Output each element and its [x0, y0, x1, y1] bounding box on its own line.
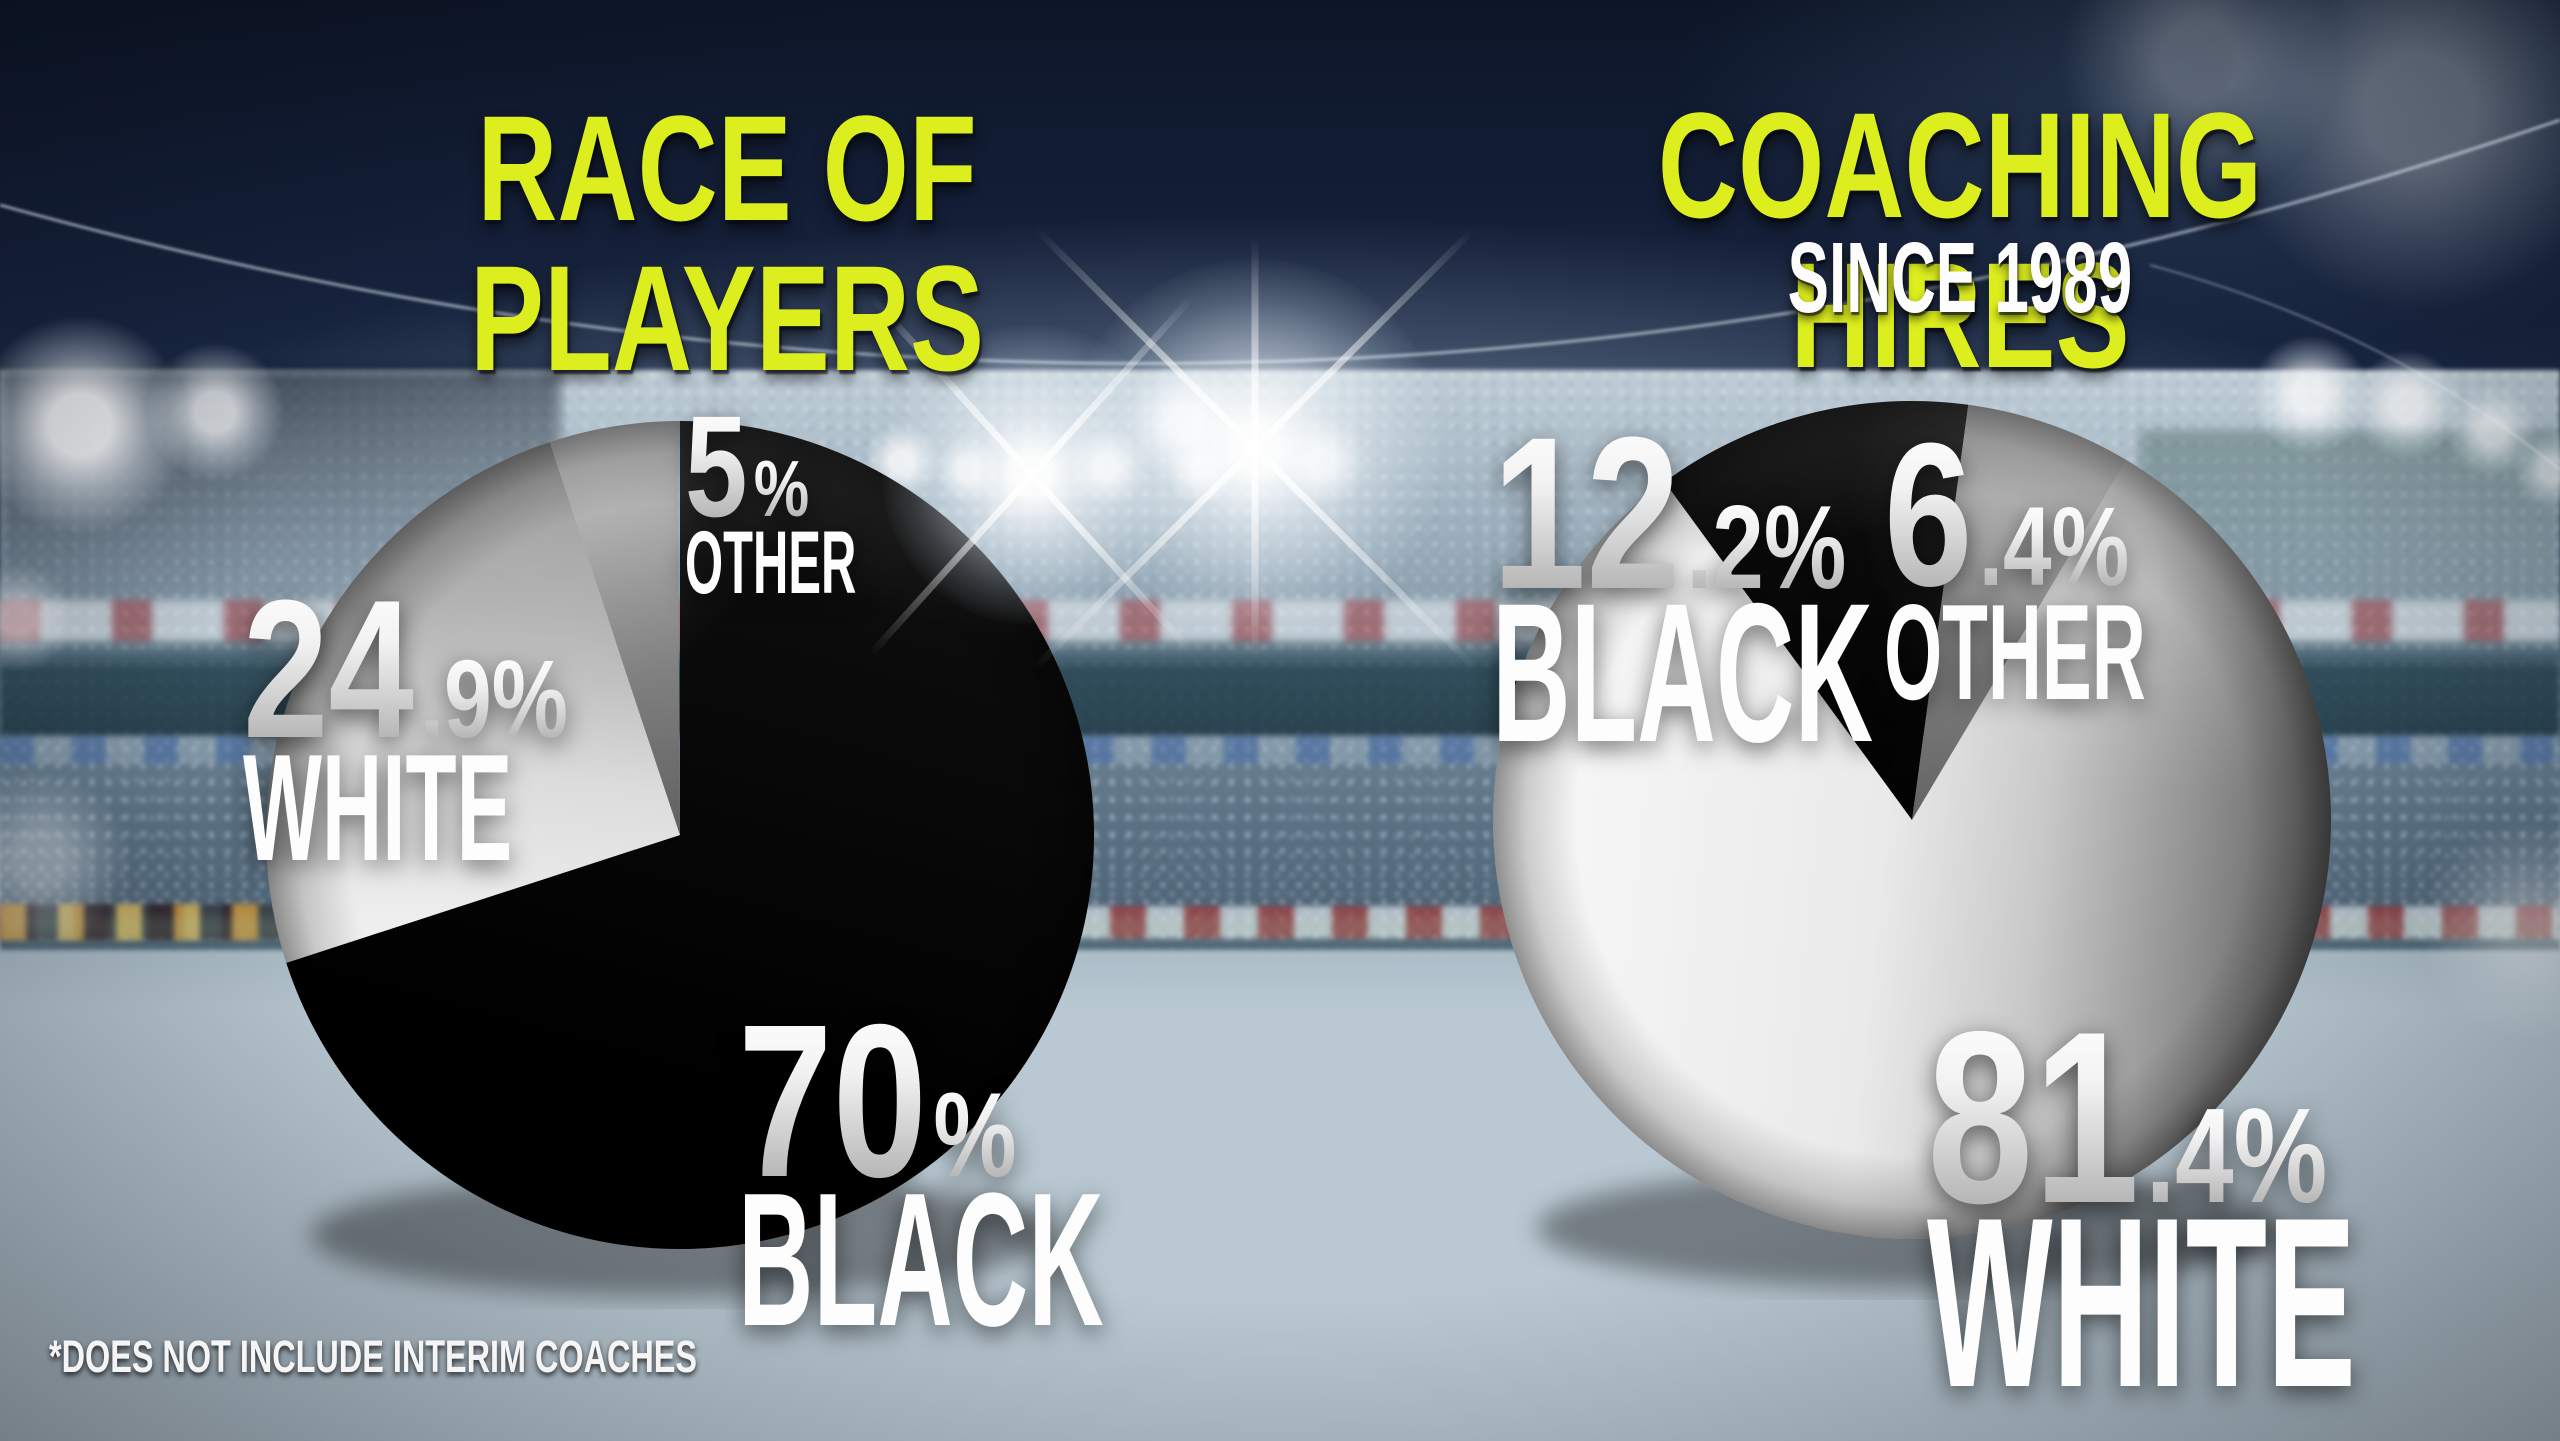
left-chart-title: RACE OF PLAYERS — [127, 93, 1327, 393]
slice-word-label: WHITE — [1927, 1167, 2356, 1438]
callout-left-other: 5% OTHER — [685, 395, 997, 607]
floodlight-glow — [2250, 335, 2370, 455]
floodlight-glow — [145, 342, 285, 482]
value-big: 12 — [1492, 392, 1681, 634]
slice-word-label: OTHER — [1884, 576, 2146, 729]
slice-word-label: BLACK — [738, 1154, 1104, 1367]
value-suffix: .2% — [1686, 481, 1847, 614]
callout-right-black-number: 12.2% — [1492, 405, 2032, 622]
callout-left-black-number: 70% — [738, 993, 1257, 1211]
callout-left-white: 24.9% WHITE — [243, 571, 733, 884]
value-suffix: % — [933, 1068, 1017, 1202]
left-chart-title-text: RACE OF PLAYERS — [469, 84, 985, 402]
stadium-roof-arc-secondary — [2149, 263, 2560, 471]
value-big: 6 — [1884, 401, 1973, 629]
value-suffix: .4% — [1978, 484, 2130, 609]
value-big: 5 — [685, 386, 748, 547]
footnote-text: *DOES NOT INCLUDE INTERIM COACHES — [49, 1331, 698, 1382]
value-suffix: .9% — [420, 638, 569, 761]
floodlight-glow — [2352, 350, 2462, 460]
value-big: 24 — [243, 559, 414, 779]
callout-left-black: 70% BLACK — [738, 993, 1403, 1367]
value-big: 70 — [738, 980, 928, 1223]
callout-right-other-number: 6.4% — [1884, 413, 2255, 617]
callout-right-white-number: 81.4% — [1927, 995, 2535, 1240]
right-chart-subtitle: SINCE 1989 — [1360, 228, 2560, 328]
value-big: 81 — [1927, 980, 2140, 1254]
slice-word-label: WHITE — [243, 722, 513, 893]
right-chart-title: COACHING HIRES — [1360, 90, 2560, 390]
slice-word-label: OTHER — [685, 511, 857, 612]
footnote: *DOES NOT INCLUDE INTERIM COACHES — [49, 1334, 949, 1379]
slice-word-label: BLACK — [1492, 562, 1874, 784]
value-suffix: .4% — [2145, 1080, 2328, 1231]
value-suffix: % — [753, 444, 810, 533]
callout-right-black: 12.2% BLACK — [1492, 405, 2185, 772]
right-pie-rim-shade — [1493, 401, 2331, 1239]
right-chart-title-text: COACHING HIRES — [1657, 81, 2263, 399]
callout-right-white: 81.4% WHITE — [1927, 995, 2560, 1424]
callout-left-white-number: 24.9% — [243, 571, 625, 768]
callout-right-other: 6.4% OTHER — [1884, 413, 2360, 720]
callout-left-other-number: 5% — [685, 395, 928, 539]
right-chart-subtitle-text: SINCE 1989 — [1787, 222, 2133, 334]
